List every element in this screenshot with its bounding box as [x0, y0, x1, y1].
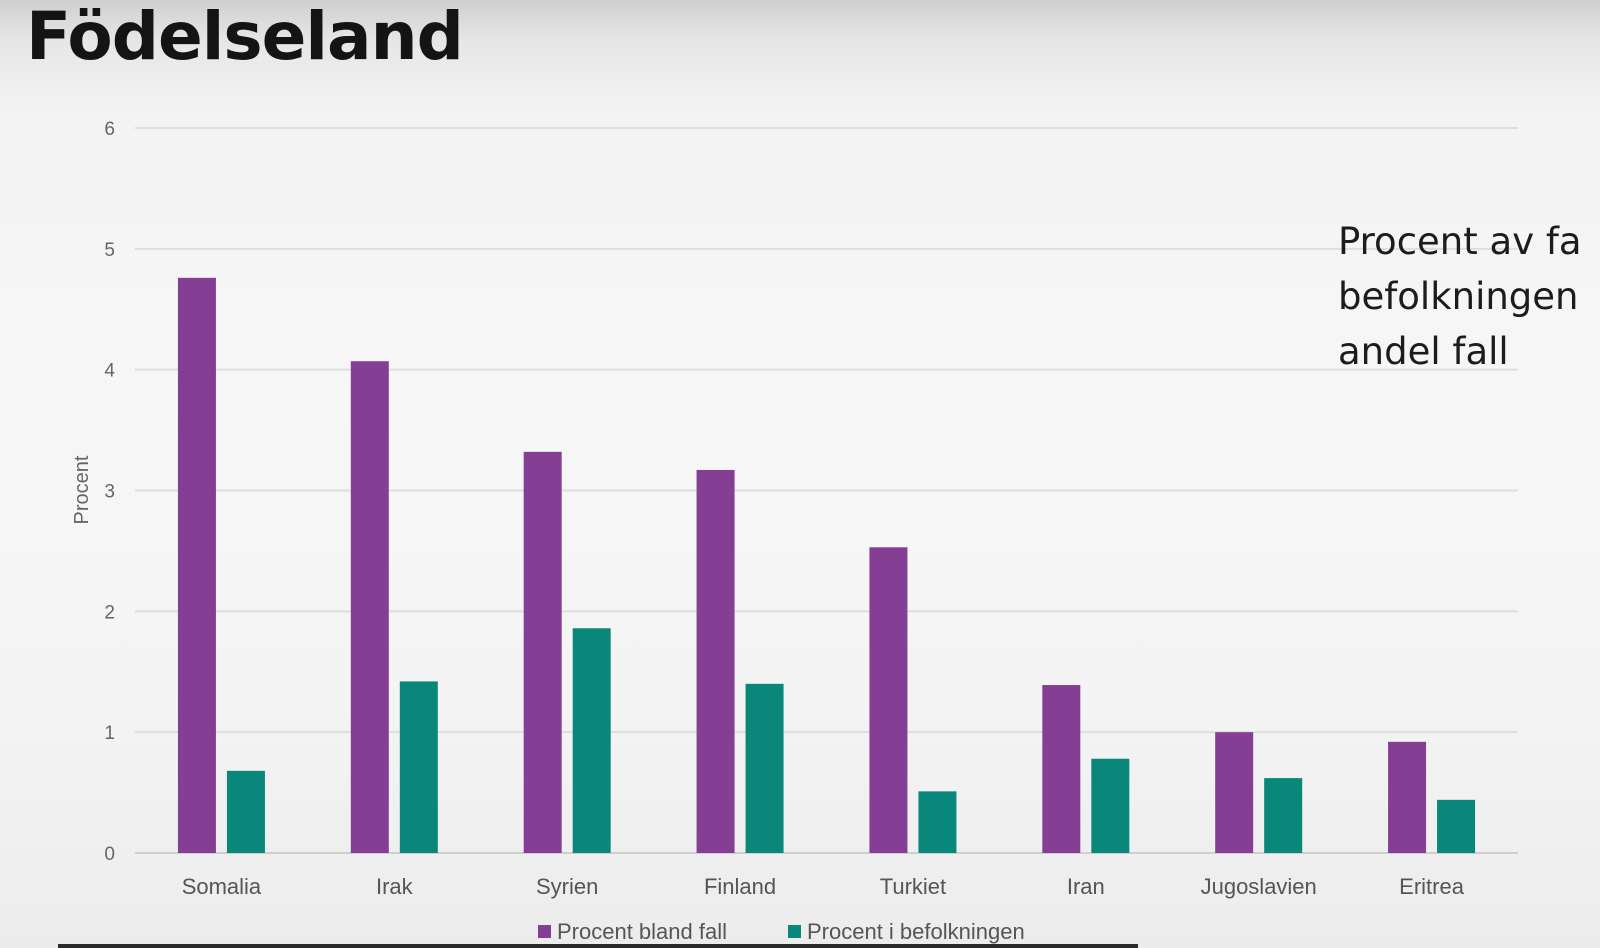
x-tick-label: Jugoslavien [1201, 874, 1317, 899]
x-tick-label: Syrien [536, 874, 598, 899]
page-title: Födelseland [26, 0, 464, 75]
bottom-rule [58, 944, 1138, 948]
y-axis-title: Procent [71, 455, 93, 524]
bar-procent-bland-fall [523, 451, 562, 853]
x-tick-label: Eritrea [1399, 874, 1465, 899]
side-note-line-3: andel fall [1338, 330, 1509, 373]
y-tick-label: 4 [104, 361, 115, 382]
bar-procent-bland-fall [1388, 741, 1427, 853]
bar-procent-i-befolkningen [226, 770, 265, 853]
side-note-line-2: befolkningen [1338, 275, 1579, 318]
legend-swatch [538, 925, 551, 938]
legend-label: Procent i befolkningen [807, 919, 1025, 944]
bar-procent-bland-fall [177, 277, 216, 853]
bar-procent-bland-fall [1215, 732, 1254, 853]
bar-procent-i-befolkningen [399, 681, 438, 853]
bar-procent-bland-fall [1042, 685, 1081, 853]
y-tick-label: 5 [104, 240, 115, 261]
x-tick-label: Iran [1067, 874, 1105, 899]
bar-procent-i-befolkningen [1437, 799, 1476, 853]
side-note: Procent av fa befolkningen andel fall [1338, 214, 1582, 379]
y-tick-label: 6 [104, 119, 115, 140]
bar-procent-i-befolkningen [572, 628, 611, 853]
y-tick-label: 3 [104, 482, 115, 503]
bar-procent-bland-fall [869, 547, 908, 853]
bar-procent-bland-fall [350, 361, 389, 853]
legend-swatch [788, 925, 801, 938]
x-tick-label: Turkiet [880, 874, 946, 899]
bar-procent-bland-fall [696, 469, 735, 853]
y-tick-label: 2 [104, 602, 115, 623]
x-tick-label: Somalia [182, 874, 262, 899]
bar-procent-i-befolkningen [918, 791, 957, 853]
side-note-line-1: Procent av fa [1338, 220, 1582, 263]
x-tick-label: Irak [376, 874, 414, 899]
y-tick-label: 1 [104, 723, 115, 744]
y-tick-label: 0 [104, 844, 115, 865]
bar-procent-i-befolkningen [1091, 758, 1130, 853]
legend-label: Procent bland fall [557, 919, 727, 944]
bar-procent-i-befolkningen [745, 683, 784, 853]
x-tick-label: Finland [704, 874, 776, 899]
bar-procent-i-befolkningen [1264, 778, 1303, 853]
